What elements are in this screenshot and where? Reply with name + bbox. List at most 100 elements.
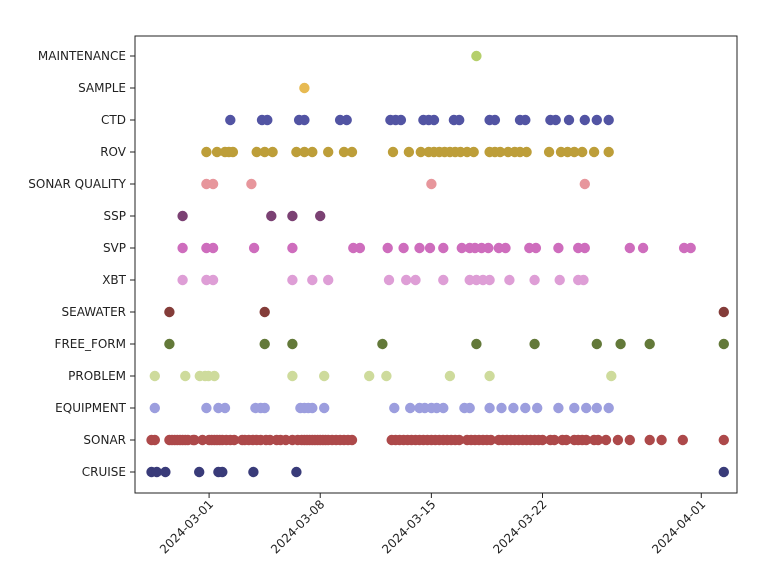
data-point [471, 338, 482, 350]
data-point [377, 338, 388, 350]
data-point [287, 338, 298, 350]
data-point [194, 370, 205, 382]
data-point [405, 402, 416, 414]
data-point [438, 402, 449, 414]
series-equipment [149, 402, 614, 414]
data-point [471, 50, 482, 62]
data-point [426, 178, 437, 190]
data-point [600, 434, 612, 446]
data-point [287, 370, 298, 382]
data-point [588, 146, 600, 158]
data-point [211, 146, 223, 158]
data-point [149, 370, 160, 382]
data-point [259, 338, 270, 350]
data-point [194, 466, 205, 478]
x-tick-label: 2024-03-15 [379, 497, 438, 556]
data-point [456, 242, 467, 254]
x-axis: 2024-03-01 2024-03-08 2024-03-15 2024-03-22… [157, 493, 708, 556]
data-point [581, 402, 592, 414]
data-point [592, 434, 604, 446]
data-point [259, 146, 270, 158]
data-point [454, 114, 465, 126]
data-point [164, 306, 175, 318]
y-tick-label: SONAR QUALITY [28, 177, 126, 191]
data-point [151, 466, 162, 478]
series-maintenance [471, 50, 482, 62]
x-tick-label: 2024-03-22 [490, 497, 549, 556]
data-point [603, 114, 614, 126]
data-point [410, 274, 421, 286]
data-point [718, 434, 729, 446]
data-point [444, 370, 456, 382]
data-point [299, 114, 310, 126]
data-point [718, 306, 729, 318]
data-point [500, 242, 511, 254]
plot-border [134, 35, 738, 494]
data-point [319, 402, 330, 414]
y-tick-label: SAMPLE [78, 81, 126, 95]
data-point [577, 146, 588, 158]
data-point [520, 402, 531, 414]
data-point [606, 370, 617, 382]
y-tick-label: ROV [100, 145, 127, 159]
data-point [520, 114, 531, 126]
x-tick-label: 2024-03-08 [268, 497, 327, 556]
data-point [464, 402, 475, 414]
data-point [484, 274, 495, 286]
data-point [484, 402, 495, 414]
series-free-form [164, 338, 729, 350]
data-point [160, 466, 171, 478]
data-point [401, 274, 412, 286]
data-point [389, 402, 400, 414]
data-point [307, 146, 318, 158]
x-tick-label: 2024-03-01 [157, 497, 216, 556]
data-point [201, 146, 212, 158]
data-point [177, 274, 188, 286]
data-point [248, 466, 259, 478]
data-point [612, 434, 624, 446]
data-point [246, 178, 257, 190]
data-point [644, 434, 655, 446]
data-point [685, 242, 696, 254]
data-point [287, 242, 298, 254]
data-point [227, 146, 239, 158]
data-point [591, 114, 602, 126]
data-point [383, 274, 395, 286]
y-axis: CRUISE SONAR EQUIPMENT PROBLEM FREE_FORM SEAW… [28, 49, 135, 479]
data-point [307, 274, 318, 286]
data-point [395, 114, 407, 126]
data-point [225, 114, 236, 126]
data-point [579, 178, 590, 190]
data-point [579, 242, 590, 254]
series-svp [177, 242, 696, 254]
data-point [307, 402, 318, 414]
data-point [508, 402, 519, 414]
data-point [323, 274, 334, 286]
y-tick-label: CTD [101, 113, 126, 127]
data-point [414, 242, 425, 254]
data-point [532, 402, 543, 414]
data-point [287, 274, 298, 286]
series-ctd [225, 114, 614, 126]
plot-frame [134, 35, 738, 494]
data-point [338, 146, 350, 158]
y-tick-label: SVP [103, 241, 126, 255]
series-rov [201, 146, 614, 158]
data-point [578, 274, 589, 286]
data-point [624, 242, 635, 254]
data-point [424, 242, 436, 254]
data-point [489, 114, 501, 126]
data-point [624, 434, 635, 446]
data-point [553, 242, 564, 254]
data-point [291, 466, 302, 478]
data-point [207, 274, 219, 286]
data-point [354, 242, 366, 254]
data-point [180, 370, 191, 382]
data-point [299, 146, 310, 158]
data-point [495, 146, 506, 158]
data-point [387, 146, 399, 158]
data-point [569, 146, 580, 158]
data-point [177, 210, 188, 222]
data-points [146, 50, 729, 478]
data-point [553, 402, 564, 414]
